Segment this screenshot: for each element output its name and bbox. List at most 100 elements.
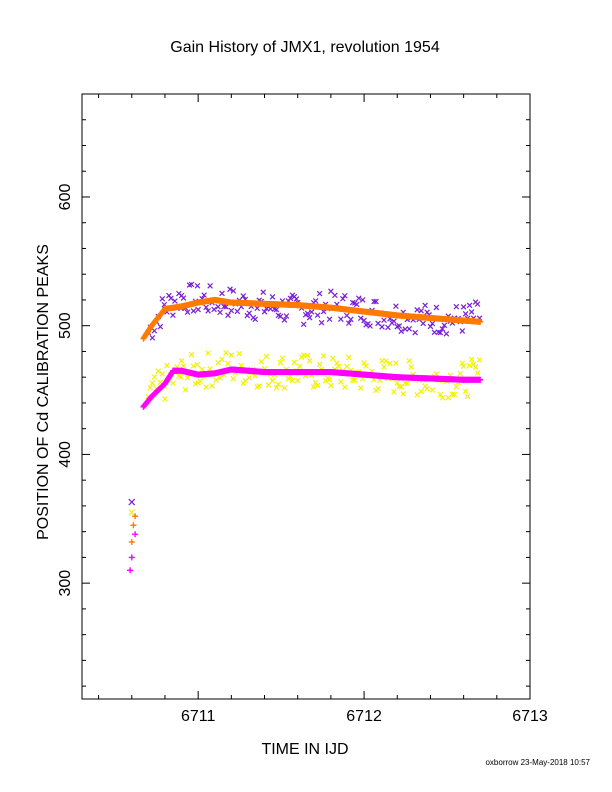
data-point: [453, 303, 460, 310]
data-point: [394, 379, 401, 386]
data-point: [429, 320, 436, 327]
data-point: [474, 370, 481, 376]
data-point: [168, 295, 174, 302]
data-point: [195, 306, 201, 313]
data-point: [418, 307, 424, 314]
data-point: [424, 385, 430, 392]
data-point: [470, 361, 477, 367]
data-point: [205, 308, 211, 314]
data-point: [345, 320, 352, 326]
data-point: [462, 310, 469, 317]
data-point: [330, 355, 336, 362]
data-point: [393, 303, 399, 310]
data-point: [258, 358, 265, 365]
data-point: [172, 298, 178, 304]
data-point: [439, 394, 446, 401]
data-point: [230, 375, 237, 382]
data-point: [338, 316, 344, 322]
data-point: [316, 290, 323, 297]
data-point: [312, 379, 319, 386]
data-point: [459, 360, 466, 366]
data-point: [357, 315, 364, 322]
data-point: [281, 384, 288, 391]
data-point: [439, 326, 446, 332]
data-point: [431, 329, 438, 336]
data-point: [349, 377, 356, 383]
y-tick-label: 400: [57, 441, 74, 468]
data-point: [355, 295, 362, 302]
data-point: [207, 366, 213, 372]
data-point: [221, 303, 227, 310]
data-point: [157, 379, 164, 386]
series-yellow: [128, 349, 483, 516]
data-point: [277, 359, 284, 366]
data-point: [261, 308, 268, 315]
data-point: [433, 304, 440, 311]
data-point: [240, 293, 247, 299]
data-point: [178, 374, 184, 380]
data-point: [209, 383, 215, 389]
data-point: [336, 363, 342, 369]
data-point: [194, 361, 201, 368]
data-point: [304, 352, 311, 359]
data-point: [443, 330, 450, 337]
data-point: [474, 301, 481, 307]
data-point: [320, 353, 327, 359]
data-point: [228, 307, 235, 314]
data-point: [182, 387, 189, 393]
y-axis-label: POSITION OF Cd CALIBRATION PEAKS: [35, 244, 52, 540]
data-point: [306, 357, 313, 364]
data-point: [151, 327, 158, 334]
data-point: [184, 309, 191, 316]
data-point: [242, 377, 249, 384]
data-point: [433, 371, 440, 377]
data-point: [468, 356, 475, 363]
data-point: [464, 393, 471, 400]
data-point: [353, 301, 360, 308]
data-point: [304, 310, 311, 317]
data-point: [294, 377, 301, 384]
data-point: [205, 350, 211, 356]
data-point: [254, 305, 261, 312]
data-point: [418, 388, 424, 395]
data-point: [359, 297, 366, 303]
y-tick-label: 300: [57, 570, 74, 597]
data-point: [314, 312, 321, 318]
data-point: [429, 387, 436, 393]
data-point: [184, 375, 191, 381]
data-point: [402, 326, 409, 332]
data-point: [170, 380, 176, 387]
data-point: [451, 391, 458, 398]
data-point: [287, 295, 294, 302]
data-point: [361, 360, 367, 366]
data-point: [457, 370, 464, 377]
data-point: [375, 320, 381, 327]
axes: 6711 6712 6713 300 400 500 600: [57, 93, 548, 725]
data-point: [314, 382, 321, 389]
data-point: [164, 362, 170, 369]
data-point: [367, 323, 373, 329]
data-point: [400, 391, 407, 397]
data-point: [342, 384, 348, 390]
data-point: [296, 363, 303, 370]
data-point: [328, 288, 334, 295]
data-point: [223, 349, 229, 356]
data-point: [128, 508, 136, 516]
data-point: [462, 388, 469, 394]
data-point: [468, 309, 475, 315]
data-point: [375, 385, 381, 392]
data-point: [406, 326, 413, 332]
data-point: [162, 396, 168, 402]
data-point: [203, 384, 209, 390]
data-point: [381, 317, 387, 323]
data-point: [306, 314, 313, 321]
plot-frame: [81, 93, 531, 700]
data-point: [338, 378, 344, 385]
data-point: [203, 304, 209, 311]
data-point: [275, 381, 282, 388]
data-point: [349, 299, 356, 306]
data-point: [151, 374, 158, 380]
data-point: [273, 306, 280, 313]
data-point: [412, 329, 419, 336]
